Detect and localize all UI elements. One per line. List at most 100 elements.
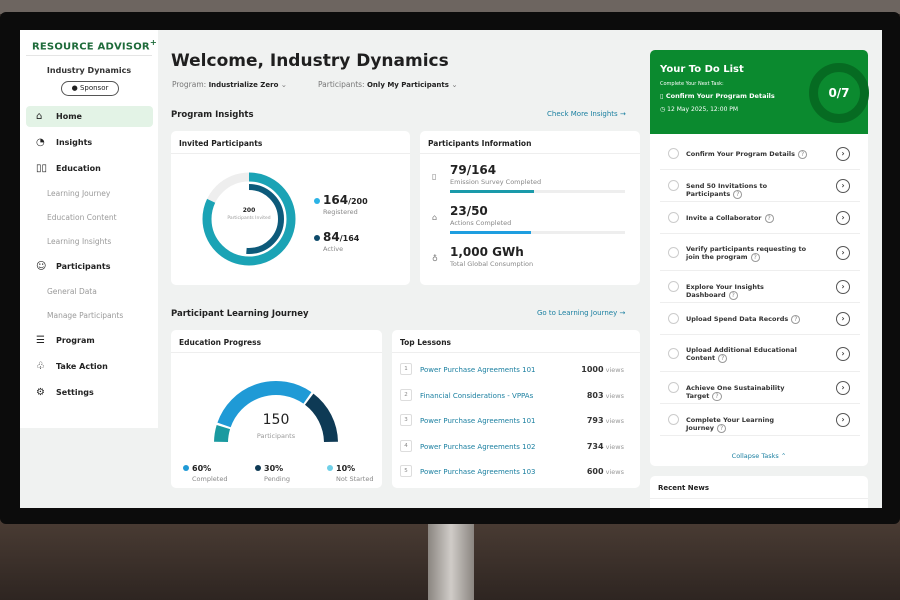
- check-more-insights-link[interactable]: Check More Insights →: [547, 110, 626, 118]
- home-icon: ⌂: [36, 106, 42, 127]
- todo-list: Confirm Your Program Details?›Send 50 In…: [650, 134, 868, 466]
- task-checkbox[interactable]: [668, 382, 679, 393]
- sidebar-item[interactable]: ◔Insights: [26, 132, 153, 153]
- sidebar-subitem[interactable]: General Data: [47, 287, 97, 296]
- task-checkbox[interactable]: [668, 313, 679, 324]
- task-checkbox[interactable]: [668, 148, 679, 159]
- help-icon[interactable]: ?: [751, 253, 760, 262]
- lesson-link[interactable]: Power Purchase Agreements 102: [420, 440, 536, 454]
- sponsor-badge[interactable]: ● Sponsor: [61, 81, 119, 96]
- card-title: Top Lessons: [392, 330, 640, 353]
- task-item[interactable]: Complete Your Learning Journey?›: [660, 404, 860, 436]
- sidebar-item[interactable]: ▯▯Education: [26, 158, 153, 179]
- sidebar-item[interactable]: ♧Take Action: [26, 356, 153, 377]
- chevron-right-icon[interactable]: ›: [836, 280, 850, 294]
- task-checkbox[interactable]: [668, 414, 679, 425]
- participants-filter[interactable]: Participants: Only My Participants ⌄: [318, 80, 458, 89]
- lesson-row[interactable]: 2Financial Considerations - VPPAs803 vie…: [400, 389, 632, 403]
- legend-item: 60%Completed: [183, 456, 227, 483]
- sidebar-item[interactable]: ☺Participants: [26, 256, 153, 277]
- task-checkbox[interactable]: [668, 247, 679, 258]
- info-value: 23/50: [450, 204, 488, 218]
- lesson-rank: 1: [400, 363, 412, 375]
- task-checkbox[interactable]: [668, 281, 679, 292]
- chevron-down-icon: ⌄: [451, 80, 457, 89]
- gauge-label: Participants: [241, 432, 311, 440]
- arrow-right-icon: →: [619, 309, 625, 317]
- task-item[interactable]: Invite a Collaborator?›: [660, 202, 860, 234]
- task-checkbox[interactable]: [668, 180, 679, 191]
- help-icon[interactable]: ?: [718, 354, 727, 363]
- card-title: Invited Participants: [171, 131, 410, 154]
- chevron-right-icon[interactable]: ›: [836, 147, 850, 161]
- lesson-link[interactable]: Power Purchase Agreements 101: [420, 363, 536, 377]
- info-progress-bar: [450, 190, 625, 193]
- next-task[interactable]: ▯ Confirm Your Program Details: [660, 92, 775, 100]
- chevron-right-icon[interactable]: ›: [836, 381, 850, 395]
- sidebar-item-label: Settings: [56, 388, 94, 397]
- sidebar-item[interactable]: ☰Program: [26, 330, 153, 351]
- task-item[interactable]: Upload Additional Educational Content?›: [660, 335, 860, 372]
- lesson-row[interactable]: 1 Power Purchase Agreements 101 1000 views: [400, 363, 632, 377]
- lesson-link[interactable]: Power Purchase Agreements 103: [420, 465, 536, 479]
- program-filter[interactable]: Program: Industrialize Zero ⌄: [172, 80, 287, 89]
- help-icon[interactable]: ?: [791, 315, 800, 324]
- sidebar-item[interactable]: ⚙Settings: [26, 382, 153, 403]
- info-label: Emission Survey Completed: [450, 178, 541, 186]
- card-title: Education Progress: [171, 330, 382, 353]
- sidebar-item[interactable]: ⌂Home: [26, 106, 153, 127]
- sidebar-item-label: Program: [56, 336, 95, 345]
- lesson-row[interactable]: 3Power Purchase Agreements 101793 views: [400, 414, 632, 428]
- lesson-rank: 2: [400, 389, 412, 401]
- help-icon[interactable]: ?: [765, 214, 774, 223]
- task-item[interactable]: Explore Your Insights Dashboard?›: [660, 271, 860, 303]
- task-item[interactable]: Verify participants requesting to join t…: [660, 234, 860, 271]
- gauge-total: 150: [241, 412, 311, 428]
- donut-center-value: 200: [219, 207, 279, 214]
- lesson-link[interactable]: Financial Considerations - VPPAs: [420, 389, 533, 403]
- chevron-right-icon[interactable]: ›: [836, 246, 850, 260]
- lesson-views: 793 views: [587, 414, 624, 428]
- lesson-row[interactable]: 5Power Purchase Agreements 103600 views: [400, 465, 632, 479]
- task-checkbox[interactable]: [668, 348, 679, 359]
- help-icon[interactable]: ?: [712, 392, 721, 401]
- lesson-views: 1000 views: [581, 363, 624, 377]
- task-item[interactable]: Achieve One Sustainability Target?›: [660, 372, 860, 404]
- help-icon[interactable]: ?: [798, 150, 807, 159]
- go-to-learning-journey-link[interactable]: Go to Learning Journey →: [537, 309, 625, 317]
- section-title: Program Insights: [171, 110, 254, 120]
- chevron-right-icon[interactable]: ›: [836, 312, 850, 326]
- monitor-stand: [428, 518, 474, 600]
- sidebar-subitem[interactable]: Manage Participants: [47, 311, 123, 320]
- chevron-right-icon[interactable]: ›: [836, 211, 850, 225]
- info-label: Actions Completed: [450, 219, 511, 227]
- info-value: 79/164: [450, 163, 496, 177]
- gauge-segment: [221, 427, 223, 442]
- lesson-views: 600 views: [587, 465, 624, 479]
- info-progress-bar: [450, 231, 625, 234]
- chevron-right-icon[interactable]: ›: [836, 413, 850, 427]
- task-item[interactable]: Send 50 Invitations to Participants?›: [660, 170, 860, 202]
- todo-title: Your To Do List: [660, 64, 744, 75]
- help-icon[interactable]: ?: [733, 190, 742, 199]
- task-item[interactable]: Confirm Your Program Details?›: [660, 138, 860, 170]
- sidebar-subitem[interactable]: Education Content: [47, 213, 117, 222]
- chevron-right-icon[interactable]: ›: [836, 179, 850, 193]
- lesson-row[interactable]: 4Power Purchase Agreements 102734 views: [400, 440, 632, 454]
- help-icon[interactable]: ?: [729, 291, 738, 300]
- invited-participants-card: Invited Participants 200 Participants In…: [171, 131, 410, 285]
- info-label: Total Global Consumption: [450, 260, 533, 268]
- lesson-link[interactable]: Power Purchase Agreements 101: [420, 414, 536, 428]
- collapse-tasks-button[interactable]: Collapse Tasks ⌃: [650, 452, 868, 460]
- chevron-down-icon: ⌄: [281, 80, 287, 89]
- sidebar-item-label: Take Action: [56, 362, 108, 371]
- chevron-right-icon[interactable]: ›: [836, 347, 850, 361]
- org-name: Industry Dynamics: [20, 66, 158, 75]
- task-checkbox[interactable]: [668, 212, 679, 223]
- sidebar-subitem[interactable]: Learning Insights: [47, 237, 111, 246]
- help-icon[interactable]: ?: [717, 424, 726, 433]
- sidebar-subitem[interactable]: Learning Journey: [47, 189, 110, 198]
- pie-chart-icon: ◔: [36, 132, 45, 153]
- next-task-label: Complete Your Next Task:: [660, 81, 724, 87]
- task-item[interactable]: Upload Spend Data Records?›: [660, 303, 860, 335]
